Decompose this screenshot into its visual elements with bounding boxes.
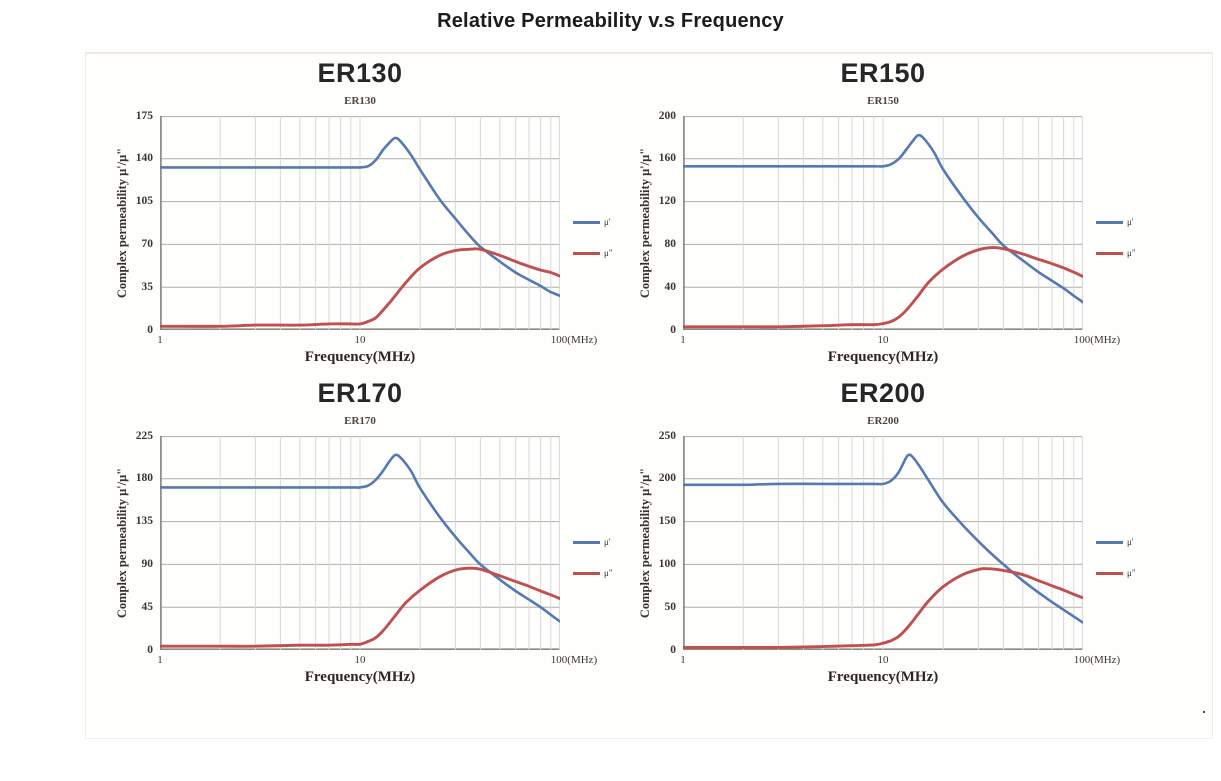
y-tick-label: 105 [135,195,153,208]
y-tick-label: 175 [135,109,153,122]
legend: μ' μ" [573,218,625,280]
legend-label-mu-prime: μ' [1127,537,1134,547]
chart-subtitle: ER200 [867,415,899,427]
mu-double-prime-curve [160,247,560,328]
chart-subtitle: ER130 [344,95,376,107]
y-tick-label: 100 [658,557,676,570]
page-title: Relative Permeability v.s Frequency [437,10,784,32]
y-tick-label: 200 [658,472,676,485]
legend-item-mu-double-prime: μ" [573,249,625,258]
x-tick-label: 10 [354,334,366,346]
plot-area [683,436,1083,650]
legend-label-mu-double-prime: μ" [1127,568,1136,578]
x-tick-label: 100(MHz) [550,654,598,666]
chart-er200: ER200 ER200 Complex permeability μ'/μ" 0… [618,378,1148,693]
y-tick-label: 90 [141,557,154,570]
x-axis-label: Frequency(MHz) [304,349,416,365]
y-tick-label: 250 [658,429,676,442]
mu-prime-line-swatch [573,221,600,224]
mu-double-prime-line-swatch [1096,572,1123,575]
chart-er150: ER150 ER150 Complex permeability μ'/μ" 0… [618,58,1148,373]
y-tick-label: 0 [670,323,676,336]
mu-double-prime-curve [683,246,1083,329]
y-tick-label: 40 [664,280,677,293]
x-axis-label: Frequency(MHz) [827,669,939,685]
x-tick-label: 1 [680,334,686,346]
y-tick-label: 50 [664,600,677,613]
x-axis-label: Frequency(MHz) [304,669,416,685]
chart-subtitle: ER150 [867,95,899,107]
chart-title: ER150 [840,58,926,88]
y-tick-label: 120 [658,195,676,208]
plot-area [160,436,560,650]
y-tick-label: 0 [147,643,153,656]
mu-prime-line-swatch [573,541,600,544]
x-tick-label: 10 [877,334,889,346]
chart-er130: ER130 ER130 Complex permeability μ'/μ" 0… [95,58,625,373]
y-tick-label: 70 [141,237,154,250]
y-tick-label: 225 [135,429,153,442]
mu-double-prime-line-swatch [573,252,600,255]
plot-area [160,116,560,330]
chart-er170: ER170 ER170 Complex permeability μ'/μ" 0… [95,378,625,693]
y-tick-label: 160 [658,152,676,165]
y-tick-label: 45 [141,600,154,613]
legend-item-mu-double-prime: μ" [1096,569,1148,578]
y-tick-label: 135 [135,515,153,528]
x-tick-label: 100(MHz) [550,334,598,346]
y-tick-label: 0 [670,643,676,656]
x-tick-label: 10 [354,654,366,666]
legend-label-mu-double-prime: μ" [604,248,613,258]
x-axis-label: Frequency(MHz) [827,349,939,365]
legend-item-mu-double-prime: μ" [1096,249,1148,258]
y-tick-label: 0 [147,323,153,336]
mu-prime-curve [683,133,1083,304]
legend: μ' μ" [573,538,625,600]
y-tick-label: 180 [135,472,153,485]
chart-title: ER200 [840,378,926,408]
legend-item-mu-prime: μ' [1096,218,1148,227]
y-axis-label: Complex permeability μ'/μ" [115,467,129,619]
x-tick-label: 1 [157,334,163,346]
mu-prime-line-swatch [1096,221,1123,224]
y-tick-label: 35 [141,280,154,293]
legend-item-mu-prime: μ' [573,538,625,547]
y-tick-label: 140 [135,152,153,165]
chart-subtitle: ER170 [344,415,376,427]
mu-prime-line-swatch [1096,541,1123,544]
legend: μ' μ" [1096,538,1148,600]
mu-double-prime-line-swatch [1096,252,1123,255]
plot-area [683,116,1083,330]
chart-title: ER130 [317,58,403,88]
mu-prime-curve [160,136,560,298]
legend-label-mu-double-prime: μ" [1127,248,1136,258]
legend-item-mu-prime: μ' [573,218,625,227]
legend-label-mu-prime: μ' [1127,217,1134,227]
legend-item-mu-prime: μ' [1096,538,1148,547]
chart-title: ER170 [317,378,403,408]
y-tick-label: 200 [658,109,676,122]
x-tick-label: 10 [877,654,889,666]
mu-double-prime-curve [160,566,560,648]
mu-double-prime-line-swatch [573,572,600,575]
x-tick-label: 1 [157,654,163,666]
legend-label-mu-prime: μ' [604,217,611,227]
y-axis-label: Complex permeability μ'/μ" [638,467,652,619]
y-tick-label: 80 [664,237,677,250]
trailing-period: . [1202,700,1206,716]
mu-prime-curve [683,453,1083,624]
y-tick-label: 150 [658,515,676,528]
x-tick-label: 100(MHz) [1073,654,1121,666]
x-tick-label: 1 [680,654,686,666]
legend-label-mu-prime: μ' [604,537,611,547]
legend-item-mu-double-prime: μ" [573,569,625,578]
legend: μ' μ" [1096,218,1148,280]
y-axis-label: Complex permeability μ'/μ" [638,147,652,299]
x-tick-label: 100(MHz) [1073,334,1121,346]
mu-prime-curve [160,453,560,623]
mu-double-prime-curve [683,567,1083,649]
y-axis-label: Complex permeability μ'/μ" [115,147,129,299]
legend-label-mu-double-prime: μ" [604,568,613,578]
